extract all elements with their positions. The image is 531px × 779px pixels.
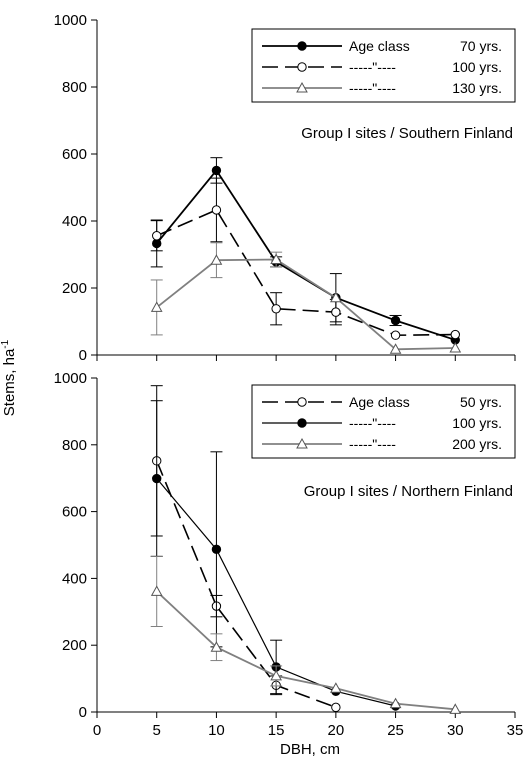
x-tick-label: 30 (447, 722, 464, 739)
y-tick-label: 0 (79, 704, 87, 721)
data-point (331, 702, 341, 713)
x-tick-label: 20 (328, 722, 345, 739)
series-line (156, 168, 456, 341)
data-point (152, 231, 162, 241)
data-point (150, 301, 163, 312)
data-point (450, 329, 460, 340)
legend: Age class 50 yrs. -----"---- 100 yrs. -----"… (251, 384, 516, 459)
y-tick-label: 1000 (54, 370, 87, 387)
x-tick-label: 25 (387, 722, 404, 739)
legend-label-right: 70 yrs. (460, 38, 502, 54)
legend-label-left: -----"---- (349, 80, 396, 96)
legend-box (251, 28, 516, 103)
legend-label-right: 50 yrs. (460, 394, 502, 410)
series-2 (150, 177, 460, 340)
legend-marker (297, 62, 307, 72)
data-point (270, 253, 282, 265)
data-point (449, 703, 462, 714)
y-tick-label: 0 (79, 347, 87, 364)
y-axis-label: Stems, ha-1 (0, 339, 18, 416)
data-point (150, 585, 163, 596)
legend-label-right: 130 yrs. (452, 80, 502, 96)
y-axis-label-superscript: -1 (0, 339, 11, 348)
legend-label-left: -----"---- (349, 415, 396, 431)
legend-marker (296, 437, 308, 449)
data-point (210, 254, 223, 265)
legend-marker (297, 397, 307, 407)
panel-annotation: Group I sites / Northern Finland (304, 483, 513, 500)
legend-marker (297, 418, 307, 428)
data-point (331, 307, 341, 317)
y-tick-label: 800 (62, 437, 87, 454)
panel-southern-finland: 0 200 400 600 800 1000 Age class 70 yrs. -----"-… (54, 12, 516, 364)
y-tick-label: 200 (62, 280, 87, 297)
y-tick-label: 400 (62, 213, 87, 230)
x-tick-label: 5 (153, 722, 161, 739)
legend-label-left: -----"---- (349, 436, 396, 452)
x-axis-label: DBH, cm (280, 741, 340, 758)
data-point (390, 315, 401, 326)
legend-marker (297, 41, 307, 51)
series-line (155, 460, 337, 709)
data-point (271, 304, 281, 314)
y-tick-label: 800 (62, 79, 87, 96)
y-tick-label: 600 (62, 504, 87, 521)
legend-label-left: Age class (349, 394, 410, 410)
series-line (156, 258, 456, 351)
series-line (156, 208, 456, 337)
series-3 (150, 555, 462, 714)
data-point (152, 473, 162, 484)
series-1 (150, 157, 460, 345)
series-line (156, 590, 456, 711)
panel-annotation: Group I sites / Southern Finland (301, 125, 513, 142)
x-tick-label: 10 (208, 722, 225, 739)
data-point (210, 641, 223, 652)
legend-label-right: 200 yrs. (452, 436, 502, 452)
data-point (330, 682, 342, 693)
data-point (211, 165, 222, 176)
legend-label-left: -----"---- (349, 59, 396, 75)
legend-label-right: 100 yrs. (452, 59, 502, 75)
legend: Age class 70 yrs. -----"---- 100 yrs. -----"… (251, 28, 516, 103)
legend-box (251, 384, 516, 459)
data-point (211, 205, 222, 215)
data-point (449, 341, 462, 353)
data-point (330, 291, 342, 303)
series-3 (150, 242, 462, 354)
y-tick-label: 200 (62, 637, 87, 654)
x-tick-label: 0 (93, 722, 101, 739)
y-tick-label: 600 (62, 146, 87, 163)
panel-northern-finland: 0 200 400 600 800 1000 0 5 10 15 20 25 30 35 DBH, cm Ag… (54, 370, 524, 758)
x-tick-label: 15 (268, 722, 285, 739)
data-point (389, 343, 402, 354)
data-point (389, 697, 402, 709)
data-point (390, 330, 401, 340)
data-point (270, 669, 282, 681)
legend-marker (296, 81, 308, 93)
y-tick-label: 1000 (54, 12, 87, 29)
x-tick-label: 35 (507, 722, 524, 739)
legend-label-left: Age class (349, 38, 410, 54)
data-point (211, 544, 222, 555)
legend-label-right: 100 yrs. (452, 415, 502, 431)
y-axis-label-text: Stems, ha (1, 348, 18, 416)
y-tick-label: 400 (62, 570, 87, 587)
